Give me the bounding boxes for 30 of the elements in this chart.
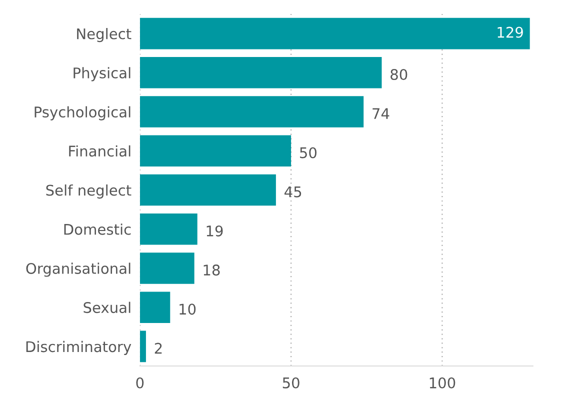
y-tick-label: Financial [69,145,130,157]
x-tick-label: 0 [136,377,144,388]
data-label: 80 [390,68,408,80]
y-tick-label: Organisational [26,262,130,277]
bar [140,96,364,128]
data-label: 50 [300,147,316,158]
bar [140,213,198,245]
data-label: 19 [206,225,223,236]
data-label: 2 [154,342,162,354]
data-label: 18 [204,264,220,276]
bar [140,292,170,323]
data-label: 10 [180,304,196,315]
bar [140,174,276,206]
bar [140,252,194,284]
bar [140,135,292,167]
y-tick-label: Self neglect [46,184,132,199]
y-tick-label: Physical [74,67,130,82]
y-tick-label: Discriminatory [26,340,132,356]
y-tick-label: Sexual [84,302,130,314]
bar [140,330,146,362]
data-label: 45 [284,186,302,198]
y-tick-label: Domestic [64,224,131,235]
bar [140,57,382,88]
bar [140,18,530,50]
y-tick-label: Neglect [77,28,132,42]
data-label: 74 [372,108,390,119]
data-label: 129 [498,26,523,38]
x-tick-label: 50 [282,377,300,388]
y-tick-label: Psychological [34,106,130,120]
x-tick-label: 100 [430,377,456,388]
